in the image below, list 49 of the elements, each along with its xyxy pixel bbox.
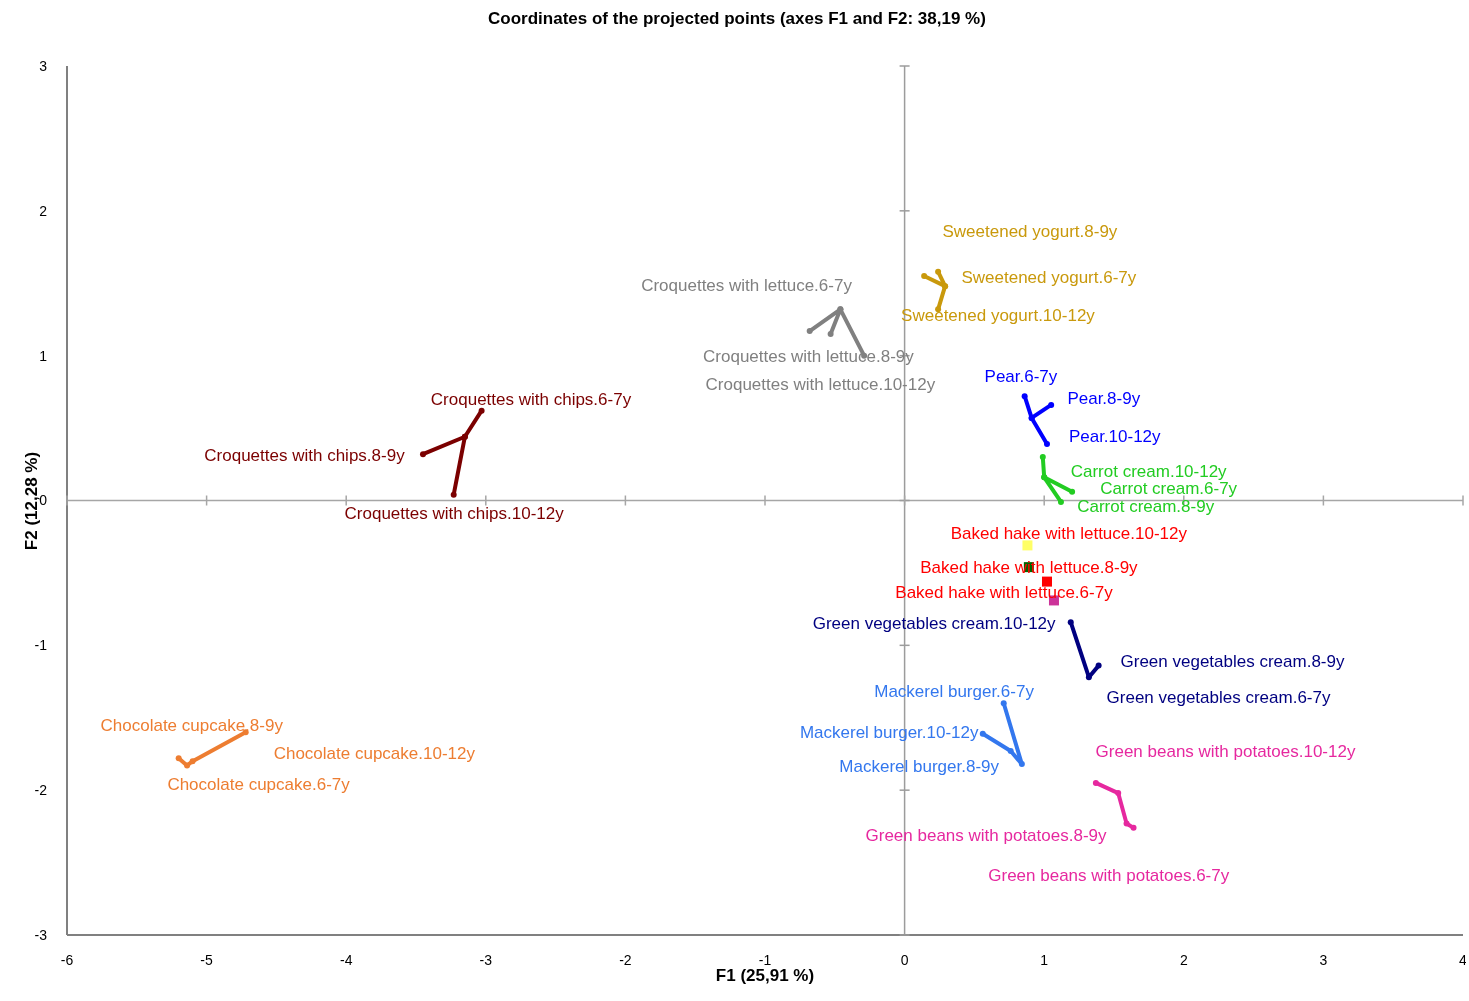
annotation: Chocolate cupcake.8-9y [100,716,283,736]
annotation: Pear.8-9y [1067,389,1141,409]
annotation: Croquettes with chips.8-9y [204,446,405,466]
annotation: Pear.10-12y [1068,427,1161,447]
x-tick-label: -5 [200,951,214,968]
x-tick-label: 2 [1179,951,1188,968]
y-tick-label: -3 [34,926,48,943]
y-axis-title: F2 (12,28 %) [22,451,41,550]
annotation: Mackerel burger.10-12y [799,723,979,743]
x-axis-title: F1 (25,91 %) [714,966,816,986]
x-tick-label: 3 [1319,951,1328,968]
annotation: Mackerel burger.6-7y [874,682,1034,702]
y-tick-label: -1 [34,637,48,654]
annotation: Mackerel burger.8-9y [839,757,999,777]
annotation: Green vegetables cream.6-7y [1106,688,1331,708]
annotation: Baked hake with lettuce.8-9y [920,558,1138,578]
x-tick-label: -3 [479,951,493,968]
annotation: Carrot cream.8-9y [1077,497,1215,517]
annotation: Baked hake with lettuce.10-12y [950,524,1187,544]
annotation: Green beans with potatoes.10-12y [1095,742,1356,762]
y-tick-label: -2 [34,782,48,799]
annotation: Pear.6-7y [984,367,1058,387]
annotation: Carrot cream.10-12y [1070,462,1227,482]
annotation: Baked hake with lettuce.6-7y [895,583,1113,603]
y-tick-label: 2 [39,202,48,219]
annotation: Croquettes with chips.10-12y [344,504,564,524]
y-tick-label: 3 [39,57,48,74]
x-tick-label: -2 [619,951,632,968]
x-tick-label: -1 [758,951,772,968]
y-tick-label: 0 [39,492,48,509]
annotation: Carrot cream.6-7y [1100,479,1238,499]
chart-title: Coordinates of the projected points (axes F1 and F2: 38,19 %) [487,8,987,30]
annotation: Croquettes with chips.6-7y [430,390,632,410]
x-tick-label: 4 [1459,951,1468,968]
annotation: Green beans with potatoes.8-9y [865,826,1107,846]
y-tick-label: 1 [39,347,48,364]
annotation: Chocolate cupcake.10-12y [273,744,475,764]
annotation: Sweetened yogurt.8-9y [942,222,1118,242]
x-tick-label: -6 [60,951,74,968]
annotation: Chocolate cupcake.6-7y [167,775,350,795]
x-tick-label: 1 [1040,951,1049,968]
annotation: Sweetened yogurt.6-7y [961,268,1137,288]
annotation: Green vegetables cream.10-12y [812,614,1056,634]
annotation: Croquettes with lettuce.6-7y [641,276,852,296]
annotation: Sweetened yogurt.10-12y [901,306,1095,326]
x-tick-label: 0 [900,951,909,968]
annotation: Green beans with potatoes.6-7y [988,866,1230,886]
annotation: Green vegetables cream.8-9y [1120,652,1345,672]
x-tick-label: -4 [339,951,353,968]
